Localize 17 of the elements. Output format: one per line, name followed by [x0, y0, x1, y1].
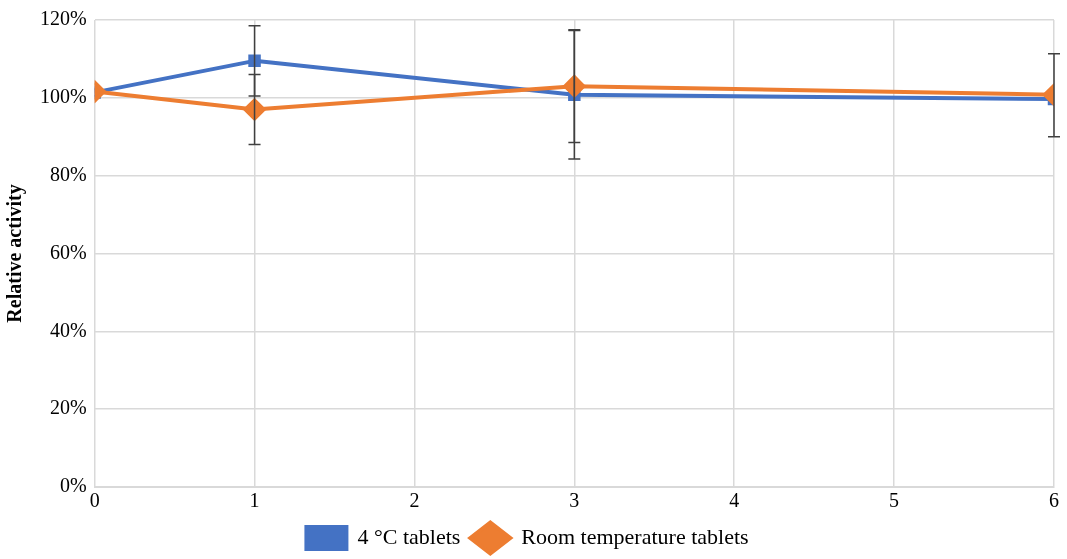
- y-axis-title: Relative activity: [3, 184, 27, 323]
- y-tick-label: 60%: [49, 240, 87, 263]
- x-tick-label: 4: [729, 489, 740, 512]
- y-tick-label: 120%: [39, 7, 87, 30]
- x-tick-label: 2: [409, 489, 420, 512]
- x-tick-label: 5: [889, 489, 900, 512]
- y-tick-label: 0%: [59, 474, 87, 497]
- y-tick-label: 100%: [39, 85, 87, 108]
- x-tick-label: 6: [1049, 489, 1059, 512]
- x-tick-label: 3: [569, 489, 580, 512]
- y-tick-label: 80%: [49, 162, 87, 185]
- legend-label: 4 °C tablets: [357, 523, 461, 549]
- y-tick-label: 20%: [49, 396, 87, 419]
- legend-label: Room temperature tablets: [521, 523, 749, 549]
- x-tick-label: 1: [249, 489, 260, 512]
- x-tick-label: 0: [89, 489, 100, 512]
- y-tick-label: 40%: [49, 318, 87, 341]
